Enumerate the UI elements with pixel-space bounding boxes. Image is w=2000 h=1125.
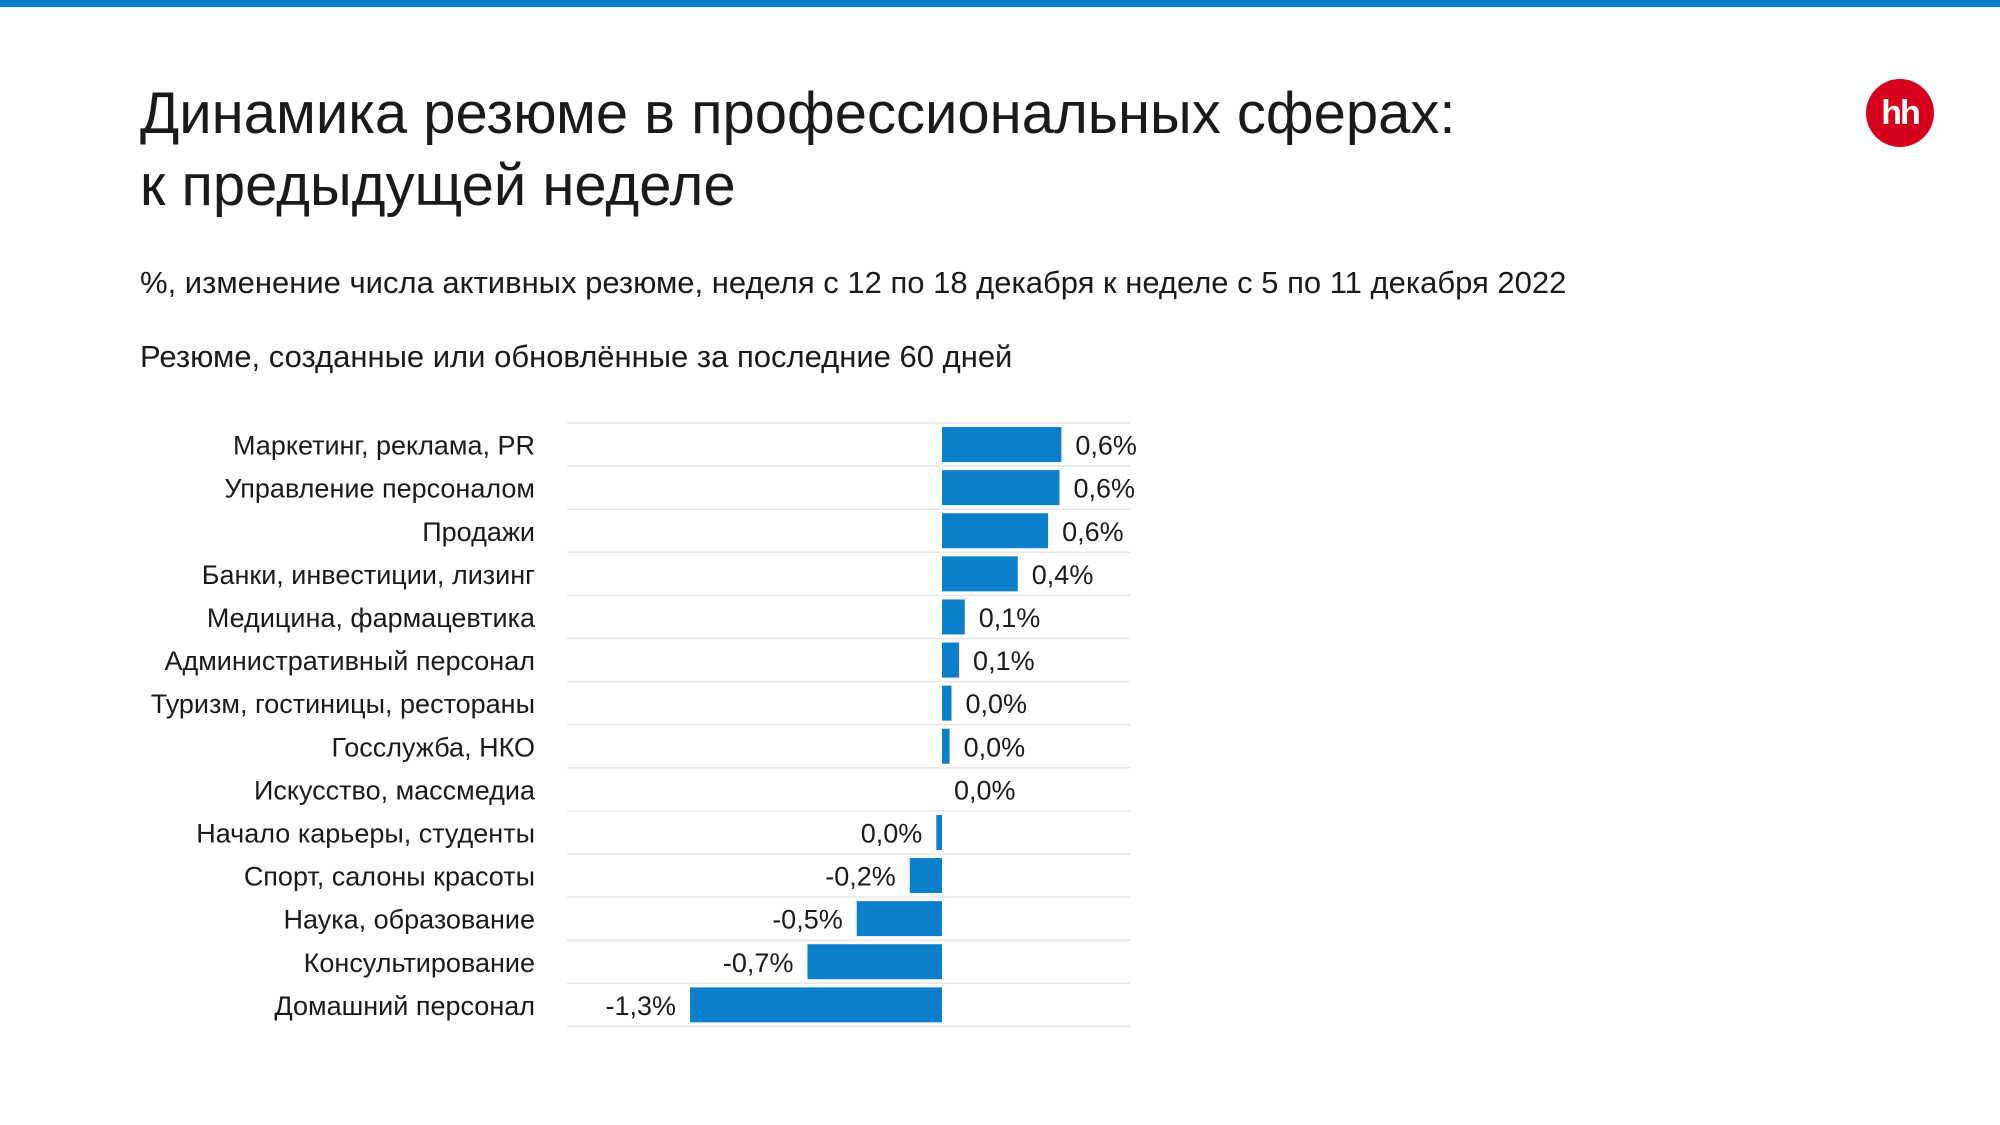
- chart-note: Резюме, созданные или обновлённые за пос…: [140, 339, 1013, 374]
- bar: [936, 814, 942, 850]
- category-label: Административный персонал: [164, 646, 535, 676]
- category-label: Консультирование: [304, 948, 535, 978]
- value-label: -0,5%: [772, 905, 843, 935]
- category-label: Госслужба, НКО: [331, 732, 535, 762]
- value-label: 0,6%: [1062, 517, 1124, 547]
- value-label: 0,0%: [964, 732, 1026, 762]
- bar: [909, 858, 942, 894]
- category-label: Продажи: [422, 517, 535, 547]
- bar: [942, 599, 965, 635]
- category-label: Домашний персонал: [274, 991, 535, 1021]
- value-label: 0,1%: [973, 646, 1035, 676]
- value-label: 0,1%: [979, 603, 1041, 633]
- value-label: -0,2%: [825, 862, 896, 892]
- bar: [942, 470, 1060, 506]
- value-label: 0,6%: [1075, 431, 1137, 461]
- page-title: Динамика резюме в профессиональных сфера…: [140, 78, 1740, 222]
- category-label: Начало карьеры, студенты: [196, 818, 535, 848]
- bar: [942, 513, 1049, 549]
- bar: [942, 685, 952, 721]
- value-label: 0,0%: [965, 689, 1027, 719]
- bar: [807, 944, 942, 980]
- category-label: Наука, образование: [283, 905, 535, 935]
- category-label: Банки, инвестиции, лизинг: [202, 560, 535, 590]
- bar: [942, 427, 1062, 463]
- top-accent-stripe: [0, 0, 2000, 7]
- bar: [856, 901, 942, 937]
- bar: [690, 987, 942, 1023]
- category-label: Искусство, массмедиа: [254, 775, 536, 805]
- hh-logo: hh: [1866, 79, 1934, 147]
- category-label: Медицина, фармацевтика: [207, 603, 536, 633]
- category-label: Спорт, салоны красоты: [244, 862, 535, 892]
- title-line-2: к предыдущей неделе: [140, 153, 736, 218]
- bar: [942, 642, 960, 678]
- category-label: Управление персоналом: [224, 474, 535, 504]
- category-label: Туризм, гостиницы, рестораны: [151, 689, 535, 719]
- value-label: -1,3%: [605, 991, 676, 1021]
- bar: [942, 728, 950, 764]
- value-label: 0,4%: [1032, 560, 1094, 590]
- title-line-1: Динамика резюме в профессиональных сфера…: [140, 81, 1456, 146]
- chart-subtitle: %, изменение числа активных резюме, неде…: [140, 265, 1567, 300]
- bar: [942, 556, 1018, 592]
- category-label: Маркетинг, реклама, PR: [233, 431, 535, 461]
- value-label: -0,7%: [723, 948, 794, 978]
- value-label: 0,6%: [1073, 474, 1135, 504]
- value-label: 0,0%: [861, 818, 923, 848]
- value-label: 0,0%: [954, 775, 1016, 805]
